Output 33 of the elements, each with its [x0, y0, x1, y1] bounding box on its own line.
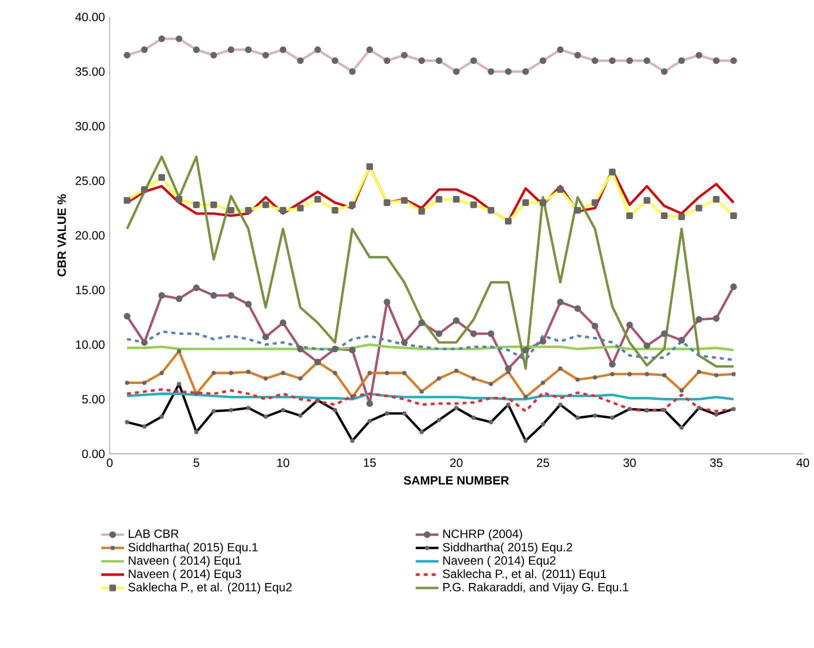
legend-label: Saklecha P., et al. (2011) Equ2 — [128, 582, 292, 594]
legend-label: LAB CBR — [128, 529, 179, 538]
y-tick-label: 0.00 — [82, 449, 105, 458]
y-tick-label: 5.00 — [82, 394, 105, 404]
y-tick-label: 40.00 — [75, 12, 105, 22]
y-tick-label: 10.00 — [76, 340, 105, 349]
legend-label: Naveen ( 2014) Equ1 — [128, 556, 242, 567]
x-tick-label: 5 — [194, 458, 200, 467]
y-tick-label: 15.00 — [76, 286, 105, 294]
legend-label: NCHRP (2004) — [443, 529, 522, 540]
y-tick-label: 20.00 — [76, 230, 105, 240]
legend-label: P.G. Rakaraddi, and Vijay G. Equ.1 — [443, 582, 628, 594]
legend-label: Saklecha P., et al. (2011) Equ1 — [442, 569, 606, 580]
x-tick-label: 35 — [710, 458, 722, 467]
y-axis-title: CBR VALUE % — [57, 194, 66, 276]
legend-label: Naveen ( 2014) Equ3 — [128, 569, 242, 580]
x-tick-label: 15 — [364, 458, 376, 467]
line-series — [126, 155, 735, 370]
legend-label: Siddhartha( 2015) Equ.2 — [442, 542, 572, 554]
line-series — [126, 330, 735, 361]
line-series — [126, 388, 735, 412]
x-axis-title: SAMPLE NUMBER — [404, 476, 509, 484]
x-tick-label: 20 — [450, 458, 463, 467]
legend-label: Siddhartha( 2015) Equ.1 — [128, 542, 258, 554]
y-tick-label: 30.00 — [76, 122, 105, 130]
x-tick-label: 30 — [623, 458, 636, 467]
y-tick-label: 25.00 — [76, 176, 105, 185]
x-tick-label: 10 — [277, 458, 290, 467]
x-tick-label: 25 — [536, 458, 550, 467]
y-tick-label: 35.00 — [76, 67, 105, 76]
x-tick-label: 0 — [106, 458, 113, 467]
x-tick-label: 40 — [796, 458, 810, 467]
legend-label: Naveen ( 2014) Equ2 — [443, 556, 556, 567]
